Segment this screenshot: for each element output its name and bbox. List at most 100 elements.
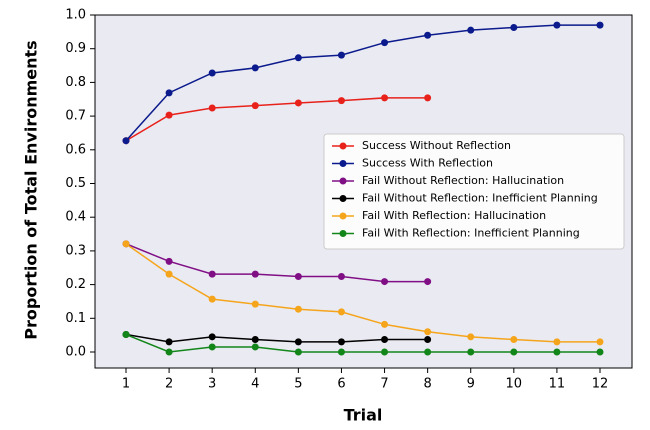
- data-point: [337, 273, 345, 281]
- data-point: [337, 338, 345, 346]
- data-point: [122, 240, 130, 248]
- legend-label: Success With Reflection: [362, 157, 493, 170]
- data-point: [381, 278, 389, 286]
- data-point: [424, 31, 432, 39]
- x-tick-label: 2: [165, 377, 173, 392]
- data-point: [294, 273, 302, 281]
- data-point: [165, 111, 173, 119]
- data-point: [596, 21, 604, 29]
- data-point: [208, 69, 216, 77]
- y-tick-label: 0.3: [65, 243, 86, 258]
- data-point: [553, 348, 561, 356]
- legend-box: [323, 133, 625, 250]
- data-point: [251, 343, 259, 351]
- data-point: [337, 97, 345, 105]
- data-point: [553, 338, 561, 346]
- data-point: [165, 338, 173, 346]
- data-point: [424, 278, 432, 286]
- data-point: [122, 137, 130, 145]
- data-point: [510, 348, 518, 356]
- data-point: [424, 348, 432, 356]
- data-point: [122, 330, 130, 338]
- legend-marker: [339, 142, 347, 150]
- data-point: [424, 328, 432, 336]
- y-tick-label: 0.7: [65, 109, 86, 124]
- data-point: [510, 336, 518, 344]
- data-point: [208, 270, 216, 278]
- data-point: [467, 348, 475, 356]
- x-tick-label: 3: [208, 377, 216, 392]
- legend-marker: [339, 160, 347, 167]
- data-point: [294, 54, 302, 62]
- data-point: [165, 348, 173, 356]
- data-point: [381, 348, 389, 356]
- data-point: [337, 348, 345, 356]
- data-point: [596, 338, 604, 346]
- legend-label: Fail Without Reflection: Inefficient Pla…: [362, 192, 598, 205]
- data-point: [251, 336, 259, 344]
- data-point: [381, 320, 389, 328]
- series-line: [125, 243, 428, 283]
- data-point: [381, 39, 389, 47]
- data-point: [381, 94, 389, 102]
- data-point: [424, 94, 432, 102]
- x-tick-label: 10: [506, 377, 523, 392]
- legend-marker: [339, 195, 347, 202]
- legend-marker: [339, 212, 347, 220]
- series-line: [125, 97, 428, 142]
- data-point: [553, 21, 561, 29]
- data-point: [251, 300, 259, 308]
- x-tick-label: 4: [251, 377, 259, 392]
- x-tick-label: 6: [337, 377, 345, 392]
- x-tick-label: 7: [380, 377, 388, 392]
- y-axis-label: Proportion of Total Environments: [22, 40, 41, 339]
- x-tick-label: 8: [423, 377, 431, 392]
- data-point: [208, 343, 216, 351]
- y-tick-label: 0.8: [65, 75, 86, 90]
- data-point: [165, 89, 173, 97]
- legend-label: Fail With Reflection: Hallucination: [362, 209, 546, 222]
- data-point: [294, 348, 302, 356]
- y-tick-label: 0.0: [65, 345, 86, 360]
- series-line: [125, 24, 600, 142]
- y-tick-label: 0.2: [65, 277, 86, 292]
- series-line: [125, 333, 600, 353]
- data-point: [165, 257, 173, 265]
- data-point: [510, 23, 518, 31]
- legend-marker: [339, 230, 347, 237]
- x-tick-label: 9: [467, 377, 475, 392]
- y-tick-label: 0.4: [65, 210, 86, 225]
- data-point: [165, 270, 173, 278]
- legend-label: Success Without Reflection: [362, 139, 511, 152]
- series-line: [125, 333, 428, 343]
- data-point: [337, 308, 345, 316]
- data-point: [208, 333, 216, 341]
- x-tick-label: 1: [122, 377, 130, 392]
- data-point: [467, 26, 475, 34]
- y-tick-label: 1.0: [65, 8, 86, 23]
- data-point: [467, 333, 475, 341]
- data-point: [337, 51, 345, 59]
- data-point: [208, 295, 216, 303]
- y-tick-label: 0.1: [65, 311, 86, 326]
- series-line: [125, 243, 600, 343]
- data-point: [294, 99, 302, 107]
- data-point: [294, 305, 302, 313]
- data-point: [251, 270, 259, 278]
- data-point: [381, 336, 389, 344]
- data-point: [596, 348, 604, 356]
- x-tick-label: 12: [592, 377, 609, 392]
- x-tick-label: 11: [549, 377, 566, 392]
- legend-label: Fail Without Reflection: Hallucination: [362, 174, 564, 187]
- data-point: [294, 338, 302, 346]
- legend-label: Fail With Reflection: Inefficient Planni…: [362, 227, 580, 240]
- legend: Success Without Reflection Success With R…: [323, 133, 625, 250]
- data-point: [251, 102, 259, 110]
- y-tick-label: 0.6: [65, 142, 86, 157]
- data-point: [424, 336, 432, 344]
- legend-marker: [339, 177, 347, 185]
- x-axis-label: Trial: [344, 406, 383, 425]
- data-point: [251, 64, 259, 72]
- y-tick-label: 0.5: [65, 176, 86, 191]
